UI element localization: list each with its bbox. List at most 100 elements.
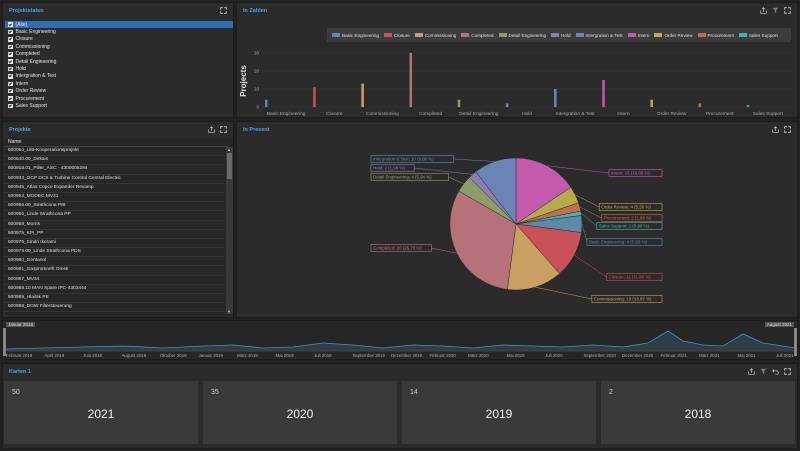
status-checkbox-item[interactable]: Intern bbox=[5, 80, 233, 87]
table-row[interactable]: 500988.10 MAN Spare IPC-4303444 bbox=[5, 285, 225, 294]
table-row[interactable]: 500054_UiB-Kooperationsprojekt bbox=[5, 147, 225, 157]
pie-leader-line bbox=[575, 194, 600, 208]
table-row[interactable]: 500989_Hlaitsk PE bbox=[5, 294, 225, 304]
legend-item[interactable]: Basic Engineering bbox=[332, 33, 379, 38]
pie-slice[interactable] bbox=[507, 223, 560, 291]
pie-label-box bbox=[608, 169, 663, 177]
export-icon[interactable] bbox=[760, 7, 767, 14]
checkbox-checked-icon[interactable] bbox=[8, 29, 13, 35]
bar[interactable] bbox=[602, 80, 605, 107]
filter-icon[interactable] bbox=[772, 7, 779, 14]
table-row[interactable]: 500987_MV34 bbox=[5, 276, 225, 285]
fullscreen-icon[interactable] bbox=[784, 7, 791, 14]
fullscreen-icon[interactable] bbox=[220, 126, 227, 133]
table-row[interactable]: 500958_Morris bbox=[5, 221, 225, 230]
checkbox-checked-icon[interactable] bbox=[8, 74, 13, 79]
legend-item[interactable]: Sales Support bbox=[738, 33, 778, 38]
table-row[interactable]: 500975_KPI_PP bbox=[5, 230, 225, 239]
checkbox-checked-icon[interactable] bbox=[8, 44, 13, 50]
bar[interactable] bbox=[409, 53, 413, 107]
table-row[interactable]: 500976_Sindri Ikerami bbox=[5, 239, 225, 249]
status-checkbox-item[interactable]: Closure bbox=[5, 36, 233, 43]
table-row[interactable]: 500956.00_Strathcona PIB bbox=[5, 202, 225, 212]
kpi-card-2018[interactable]: 2 2018 bbox=[601, 381, 795, 444]
legend-item[interactable]: Detail Engineering bbox=[498, 33, 546, 38]
checkbox-checked-icon[interactable] bbox=[8, 103, 13, 109]
bar-chart-legend: Basic Engineering Closure Commissioning Com… bbox=[327, 28, 791, 42]
legend-item[interactable]: Hold bbox=[551, 33, 571, 38]
legend-item[interactable]: Intergration & Test bbox=[575, 33, 623, 38]
table-row[interactable]: 500998_DOW Filtersteuerung bbox=[5, 303, 225, 313]
export-icon[interactable] bbox=[208, 126, 215, 133]
legend-item[interactable]: Commissioning bbox=[414, 33, 456, 38]
timeline-left-handle[interactable] bbox=[3, 328, 6, 356]
table-row[interactable]: 500979.00_Linde Strathcona PDS bbox=[5, 248, 225, 258]
fullscreen-icon[interactable] bbox=[784, 368, 791, 375]
status-checkbox-item[interactable]: Basic Engineering bbox=[5, 28, 233, 35]
status-checkbox-item[interactable]: Procurement bbox=[5, 95, 233, 102]
bar[interactable] bbox=[313, 87, 316, 107]
checkbox-checked-icon[interactable] bbox=[8, 81, 13, 87]
scrollbar-thumb[interactable] bbox=[227, 153, 232, 179]
status-checkbox-item[interactable]: Completed bbox=[5, 51, 233, 58]
status-checkbox-item[interactable]: Detail Engineering bbox=[5, 58, 233, 65]
checkbox-checked-icon[interactable] bbox=[8, 96, 13, 101]
table-scrollbar[interactable]: ▲ ▼ bbox=[226, 147, 233, 314]
bar[interactable] bbox=[650, 99, 653, 107]
kpi-card-2021[interactable]: 50 2021 bbox=[4, 381, 198, 444]
timeline-tick-label: Juni 2018 bbox=[83, 353, 103, 358]
table-row[interactable]: 500981_Gazpromneft Omsk bbox=[5, 266, 225, 276]
kpi-card-2019[interactable]: 14 2019 bbox=[402, 381, 596, 444]
legend-item[interactable]: Closure bbox=[384, 33, 410, 38]
bar[interactable] bbox=[361, 83, 364, 107]
timeline-tick-label: Januar 2019 bbox=[199, 353, 224, 358]
legend-item[interactable]: Order Review bbox=[654, 33, 693, 38]
table-row[interactable]: 500918.01_Piller_ASC - 4300005284 bbox=[5, 165, 225, 175]
pie-label: Basic Engineering: 4 (5,56 %) bbox=[589, 240, 648, 245]
status-checkbox-item[interactable]: Commissioning bbox=[5, 43, 233, 50]
legend-swatch bbox=[498, 33, 507, 37]
status-checkbox-item[interactable]: Intergration & Test bbox=[5, 73, 233, 80]
legend-swatch bbox=[627, 33, 636, 37]
table-row[interactable]: 500956_Linde Strathcona PP bbox=[5, 211, 225, 221]
kpi-card-2020[interactable]: 35 2020 bbox=[203, 381, 397, 444]
fullscreen-icon[interactable] bbox=[220, 7, 227, 14]
status-checkbox-item[interactable]: Order Review bbox=[5, 88, 233, 95]
export-icon[interactable] bbox=[748, 368, 755, 375]
pie-slice[interactable] bbox=[475, 157, 517, 225]
scroll-up-icon[interactable]: ▲ bbox=[227, 147, 231, 152]
pie-label: Closure: 11 (11,88 %) bbox=[609, 275, 652, 280]
checkbox-checked-icon[interactable] bbox=[8, 52, 13, 57]
table-row[interactable]: 500933_OCP DCS & Turbine Control Central… bbox=[5, 175, 225, 184]
table-row[interactable]: 500953_MODEC MV31 bbox=[5, 193, 225, 203]
timeline-right-handle[interactable] bbox=[794, 328, 797, 356]
legend-item[interactable]: Intern bbox=[627, 33, 649, 38]
bar[interactable] bbox=[746, 105, 750, 107]
bar[interactable] bbox=[457, 99, 461, 107]
bar[interactable] bbox=[505, 103, 509, 107]
checkbox-checked-icon[interactable] bbox=[8, 88, 13, 94]
table-row[interactable]: 500980_Gentanol bbox=[5, 257, 225, 267]
status-checkbox-item[interactable]: (Alle) bbox=[5, 21, 233, 29]
legend-item[interactable]: Procurement bbox=[697, 33, 734, 38]
legend-item[interactable]: Completed bbox=[461, 33, 494, 38]
status-checkbox-item[interactable]: Hold bbox=[5, 65, 233, 72]
filter-icon[interactable] bbox=[760, 368, 767, 375]
table-row[interactable]: 500945_Atlas Copco Expander Revamp bbox=[5, 184, 225, 193]
export-icon[interactable] bbox=[772, 126, 779, 133]
bar[interactable] bbox=[265, 99, 268, 107]
pie-label: Procurement: 2 (1,88 %) bbox=[604, 216, 652, 221]
timeline-chart[interactable]: Februar 2018 April 2018 Juni 2018 August 20… bbox=[3, 321, 798, 360]
column-header-name[interactable]: Name bbox=[5, 138, 228, 147]
checkbox-checked-icon[interactable] bbox=[8, 37, 13, 42]
bar[interactable] bbox=[698, 103, 702, 107]
table-row[interactable]: 500640.00_Dirkain bbox=[5, 156, 225, 166]
status-checkbox-item[interactable]: Sales Support bbox=[5, 102, 233, 109]
undo-icon[interactable] bbox=[772, 368, 779, 375]
bar[interactable] bbox=[554, 89, 557, 107]
scroll-down-icon[interactable]: ▼ bbox=[227, 309, 231, 314]
checkbox-checked-icon[interactable] bbox=[8, 22, 13, 27]
fullscreen-icon[interactable] bbox=[784, 126, 791, 133]
checkbox-checked-icon[interactable] bbox=[8, 59, 13, 64]
checkbox-checked-icon[interactable] bbox=[8, 66, 13, 72]
